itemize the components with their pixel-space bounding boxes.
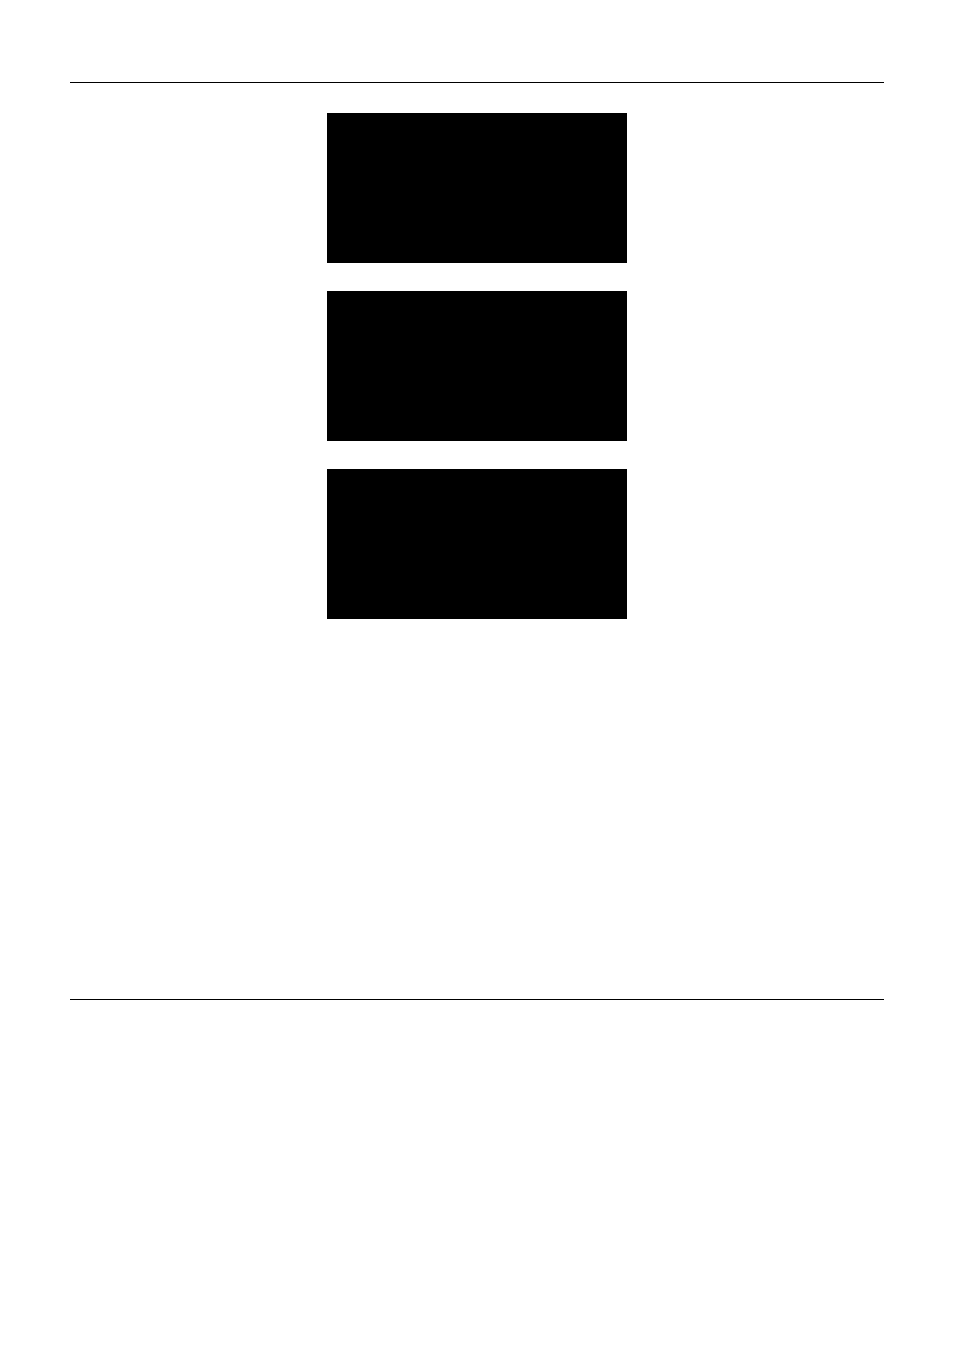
scope-2-rising-saw: [327, 291, 627, 441]
scope-3-decay: [327, 469, 627, 619]
scope-1-ringing: [327, 113, 627, 263]
footer-rule: [70, 999, 884, 1000]
header-rule: [70, 82, 884, 83]
